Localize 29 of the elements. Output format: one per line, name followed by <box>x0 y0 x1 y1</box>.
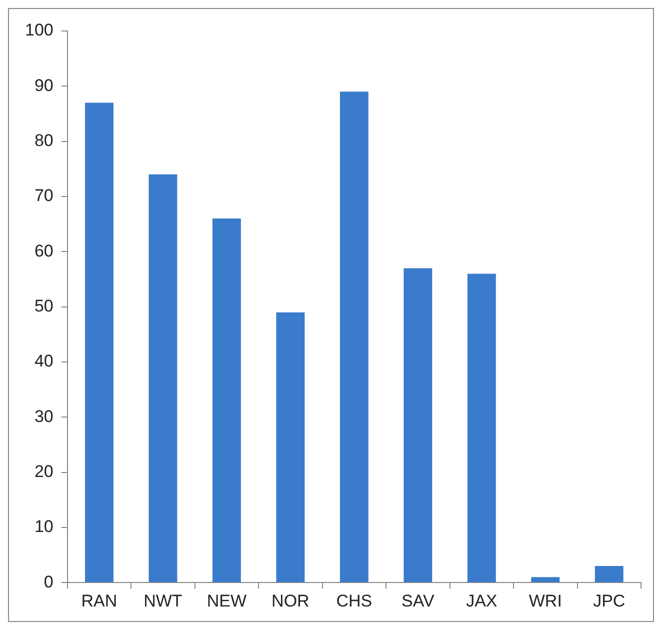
bar <box>594 566 624 582</box>
x-tick-label: NOR <box>272 591 310 610</box>
bar <box>340 92 368 582</box>
y-tick-label: 20 <box>34 462 54 481</box>
y-tick-label: 80 <box>34 131 54 150</box>
x-tick-label: JPC <box>593 591 626 610</box>
y-tick-label: 40 <box>34 352 54 371</box>
y-tick-label: 30 <box>34 406 54 426</box>
bar <box>404 268 432 582</box>
y-tick-label: 0 <box>44 572 54 592</box>
bar <box>212 218 241 582</box>
y-tick-label: 90 <box>34 76 54 95</box>
x-tick-label: SAV <box>402 591 435 610</box>
y-tick-label: 70 <box>34 186 54 206</box>
bar <box>531 577 560 582</box>
x-tick-label: WRI <box>528 591 562 610</box>
y-tick-label: 10 <box>34 517 54 536</box>
bar <box>467 274 496 582</box>
x-tick-label: RAN <box>81 591 118 610</box>
x-tick-label: NWT <box>144 591 182 610</box>
y-tick-label: 60 <box>34 241 54 260</box>
y-tick-label: 50 <box>34 296 54 316</box>
x-tick-label: JAX <box>466 591 498 610</box>
bar <box>148 174 178 582</box>
bar <box>85 102 114 582</box>
y-tick-label: 100 <box>24 20 54 40</box>
x-tick-label: CHS <box>336 591 372 610</box>
bar <box>276 312 305 582</box>
x-tick-label: NEW <box>206 591 247 610</box>
